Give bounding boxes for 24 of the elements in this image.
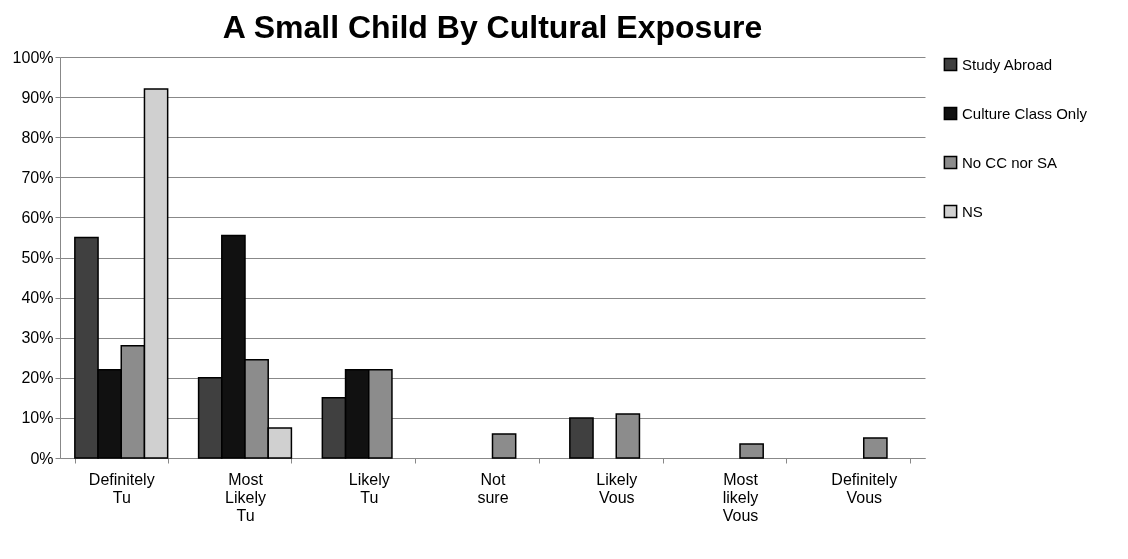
x-tick-label: Likely Tu <box>348 470 390 506</box>
x-tick-label: Most Likely Tu <box>225 470 266 524</box>
x-tick-label: Definitely Vous <box>831 470 898 506</box>
y-tick-label: 70% <box>21 168 54 186</box>
y-tick-label: 60% <box>21 208 54 226</box>
y-tick-label: 100% <box>12 48 54 66</box>
y-tick-label: 20% <box>21 369 54 387</box>
x-tick-label: Most likely Vous <box>722 470 759 524</box>
y-tick-label: 80% <box>21 128 54 146</box>
legend-label: Culture Class Only <box>962 104 1088 122</box>
legend-label: Study Abroad <box>962 55 1053 73</box>
y-tick-label: 50% <box>21 249 54 266</box>
chart-title: A Small Child By Cultural Exposure <box>222 9 763 45</box>
bar <box>569 417 594 459</box>
legend-label: No CC nor SA <box>962 153 1058 171</box>
x-tick-label: Likely Vous <box>596 470 638 506</box>
x-tick-label: Not sure <box>477 470 509 506</box>
y-tick-label: 0% <box>30 449 54 467</box>
x-tick-label: Definitely Tu <box>88 470 155 506</box>
y-tick-label: 30% <box>21 329 54 347</box>
y-tick-label: 40% <box>21 289 54 307</box>
legend-label: NS <box>962 202 983 220</box>
y-tick-label: 10% <box>21 409 54 427</box>
y-tick-label: 90% <box>21 88 54 106</box>
